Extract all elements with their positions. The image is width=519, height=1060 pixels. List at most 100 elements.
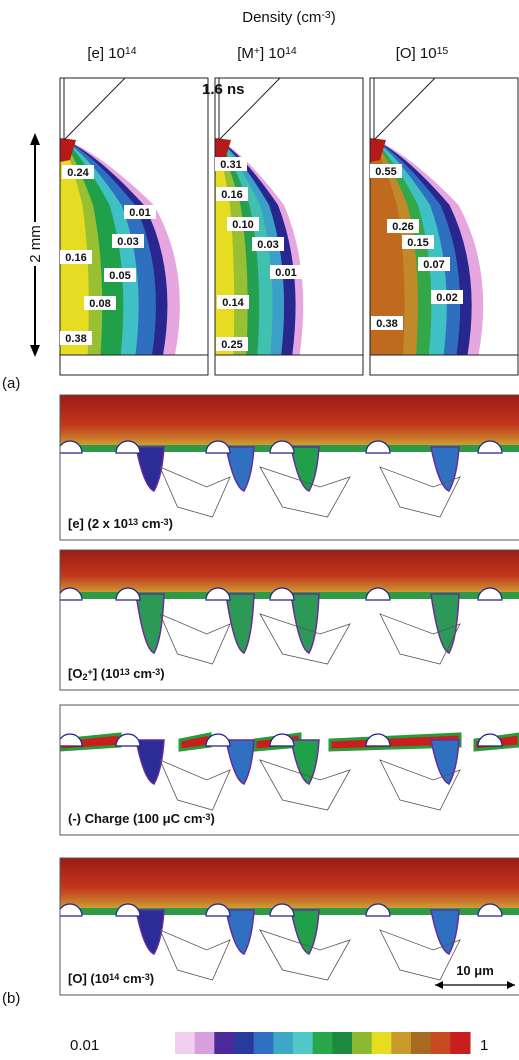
text-part: -3 (142, 972, 150, 982)
text-part: -3 (202, 812, 210, 822)
colorbar-cell (195, 1032, 215, 1054)
scale-a-label: 2 mm (27, 225, 44, 263)
text-part: [e] (2 x 10 (68, 516, 128, 531)
text-part: ) (331, 9, 336, 26)
colorbar-cell (175, 1032, 195, 1054)
contour-label: 0.07 (423, 259, 444, 271)
page: Density (cm-3) 1.6 ns 2 mm (a) (b) 0.01 … (0, 0, 519, 1060)
text-part: [e] 10 (87, 45, 125, 62)
text-part: ) (210, 811, 214, 826)
text-part: cm (138, 516, 160, 531)
finger (431, 594, 459, 653)
colorbar-cell (450, 1032, 470, 1054)
panel-label: (b) (2, 990, 20, 1007)
text-part: 14 (285, 45, 297, 57)
text-part: 13 (120, 667, 130, 677)
contour-label: 0.08 (89, 298, 110, 310)
electrode (64, 78, 125, 140)
scale-b-label: 10 μm (456, 963, 494, 978)
colorbar-cell (254, 1032, 274, 1054)
contour-label: 0.03 (257, 239, 278, 251)
contour-label: 0.03 (117, 236, 138, 248)
panel-label: (a) (2, 375, 20, 392)
text-part: [O] (10 (68, 971, 109, 986)
panel-title: [M+] 1014 (237, 45, 297, 62)
finger (291, 740, 319, 784)
text-part: 13 (128, 517, 138, 527)
text-part: -3 (161, 517, 169, 527)
arrow-head (30, 345, 40, 357)
colorbar-cell (431, 1032, 451, 1054)
contour-label: 0.15 (407, 237, 428, 249)
colorbar-cell (352, 1032, 372, 1054)
contour-label: 0.16 (221, 189, 242, 201)
contour-label: 0.31 (220, 159, 241, 171)
colorbar-cell (273, 1032, 293, 1054)
sim (58, 858, 519, 980)
header-title: Density (cm-3) (242, 9, 336, 26)
text-part: ) (169, 516, 173, 531)
panel-title: [e] (2 x 1013 cm-3) (68, 516, 173, 531)
finger (136, 594, 164, 653)
bump (58, 734, 82, 746)
text-part: ) (150, 971, 154, 986)
text-part: Density (cm (242, 9, 321, 26)
finger (291, 910, 319, 954)
arrow-head (30, 133, 40, 145)
colorbar-cell (411, 1032, 431, 1054)
finger (291, 594, 319, 653)
droplet (160, 614, 230, 664)
droplet (160, 467, 230, 517)
text-part: ] (10 (93, 666, 120, 681)
bump (366, 734, 390, 746)
text-part: -3 (152, 667, 160, 677)
text-part: [O (68, 666, 82, 681)
figure: Density (cm-3) 1.6 ns 2 mm (a) (b) 0.01 … (0, 0, 519, 1060)
text-part: -3 (321, 9, 330, 21)
finger (291, 447, 319, 491)
text-part: ) (160, 666, 164, 681)
contour-label: 0.10 (232, 219, 253, 231)
contour-label: 0.38 (65, 333, 86, 345)
colorbar-cell (293, 1032, 313, 1054)
finger (431, 740, 459, 784)
droplet (160, 930, 230, 980)
colorbar-cell (214, 1032, 234, 1054)
colorbar-max: 1 (480, 1037, 488, 1054)
sim (58, 395, 519, 517)
contour-label: 0.14 (222, 297, 244, 309)
colorbar-cell (391, 1032, 411, 1054)
text-part: ] 10 (260, 45, 285, 62)
contour-label: 0.26 (392, 221, 413, 233)
text-part: 15 (437, 45, 449, 57)
panel-title: [e] 1014 (87, 45, 136, 62)
contour-label: 0.38 (376, 318, 397, 330)
colorbar-cell (234, 1032, 254, 1054)
droplet (160, 760, 230, 810)
contour-label: 0.16 (65, 252, 86, 264)
colorbar-cell (372, 1032, 392, 1054)
contour-label: 0.01 (129, 207, 150, 219)
contour-label: 0.55 (375, 166, 396, 178)
panel-title: (-) Charge (100 μC cm-3) (68, 811, 215, 826)
text-part: [O] 10 (396, 45, 437, 62)
finger (431, 910, 459, 954)
text-part: [M (237, 45, 254, 62)
finger (431, 447, 459, 491)
contour-label: 0.01 (275, 267, 296, 279)
colorbar-cell (313, 1032, 333, 1054)
arrow-head (435, 981, 443, 989)
text-part: cm (119, 971, 141, 986)
text-part: (-) Charge (100 μC cm (68, 811, 202, 826)
text-part: 14 (125, 45, 137, 57)
contour-label: 0.24 (67, 167, 89, 179)
panel-title: [O2+] (1013 cm-3) (68, 666, 165, 682)
colorbar-min: 0.01 (70, 1037, 99, 1054)
contour-label: 0.02 (436, 292, 457, 304)
text-part: cm (130, 666, 152, 681)
charge-seg (180, 734, 210, 750)
panel-title: [O] 1015 (396, 45, 449, 62)
arrow-head (507, 981, 515, 989)
panel-title: [O] (1014 cm-3) (68, 971, 154, 986)
electrode (374, 78, 435, 140)
